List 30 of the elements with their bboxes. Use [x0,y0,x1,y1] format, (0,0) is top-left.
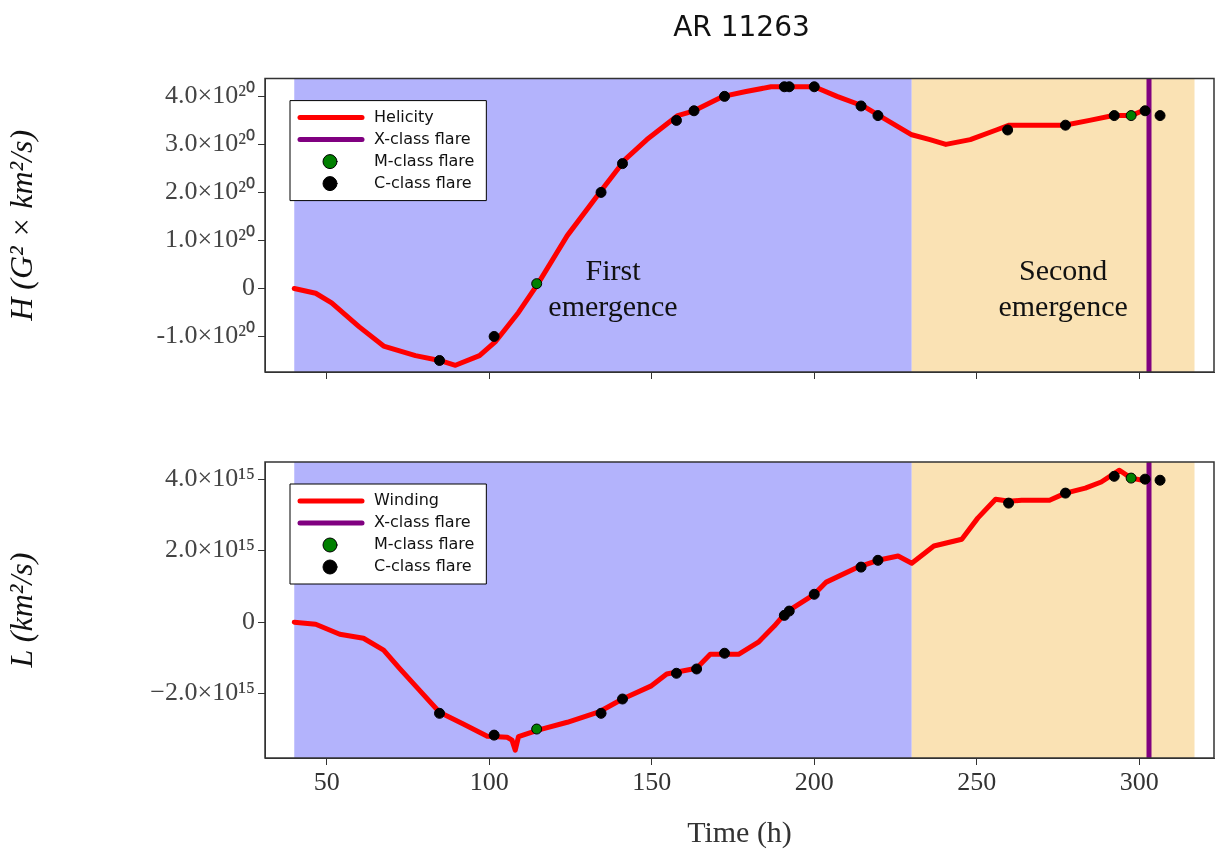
y-tick-label: 4.0×10²⁰ [165,80,255,110]
chart-title: AR 11263 [672,10,811,43]
band-label: Second emergence [998,252,1128,322]
y-tick-label: 0 [242,272,255,302]
legend-label: C-class flare [374,172,472,192]
band-label: First emergence [548,252,678,322]
y-tick-label: 1.0×10²⁰ [165,224,255,254]
legend-label: Helicity [374,106,434,126]
x-tick-label: 200 [794,767,834,797]
y-axis-title: H (G² × km²/s) [2,129,39,322]
x-tick-label: 100 [469,767,509,797]
y-tick-label: -1.0×10²⁰ [156,320,255,350]
y-tick-label: 2.0×10¹⁵ [164,534,255,564]
y-tick-label: 0 [242,605,255,635]
x-tick-label: 300 [1119,767,1159,797]
x-axis-title: Time (h) [687,814,792,849]
y-tick-label: 3.0×10²⁰ [165,128,255,158]
legend-label: C-class flare [374,556,472,576]
legend-label: Winding [374,490,439,510]
x-tick-label: 50 [313,767,340,797]
legend-label: X-class flare [374,512,471,532]
x-tick-label: 250 [957,767,997,797]
legend-label: M-class flare [374,150,475,170]
y-tick-label: −2.0×10¹⁵ [150,677,255,707]
y-tick-label: 2.0×10²⁰ [165,176,255,206]
y-tick-label: 4.0×10¹⁵ [164,462,255,492]
legend-label: X-class flare [374,128,471,148]
y-axis-title: L (km²/s) [2,552,39,669]
legend-label: M-class flare [374,534,475,554]
x-tick-label: 150 [632,767,672,797]
